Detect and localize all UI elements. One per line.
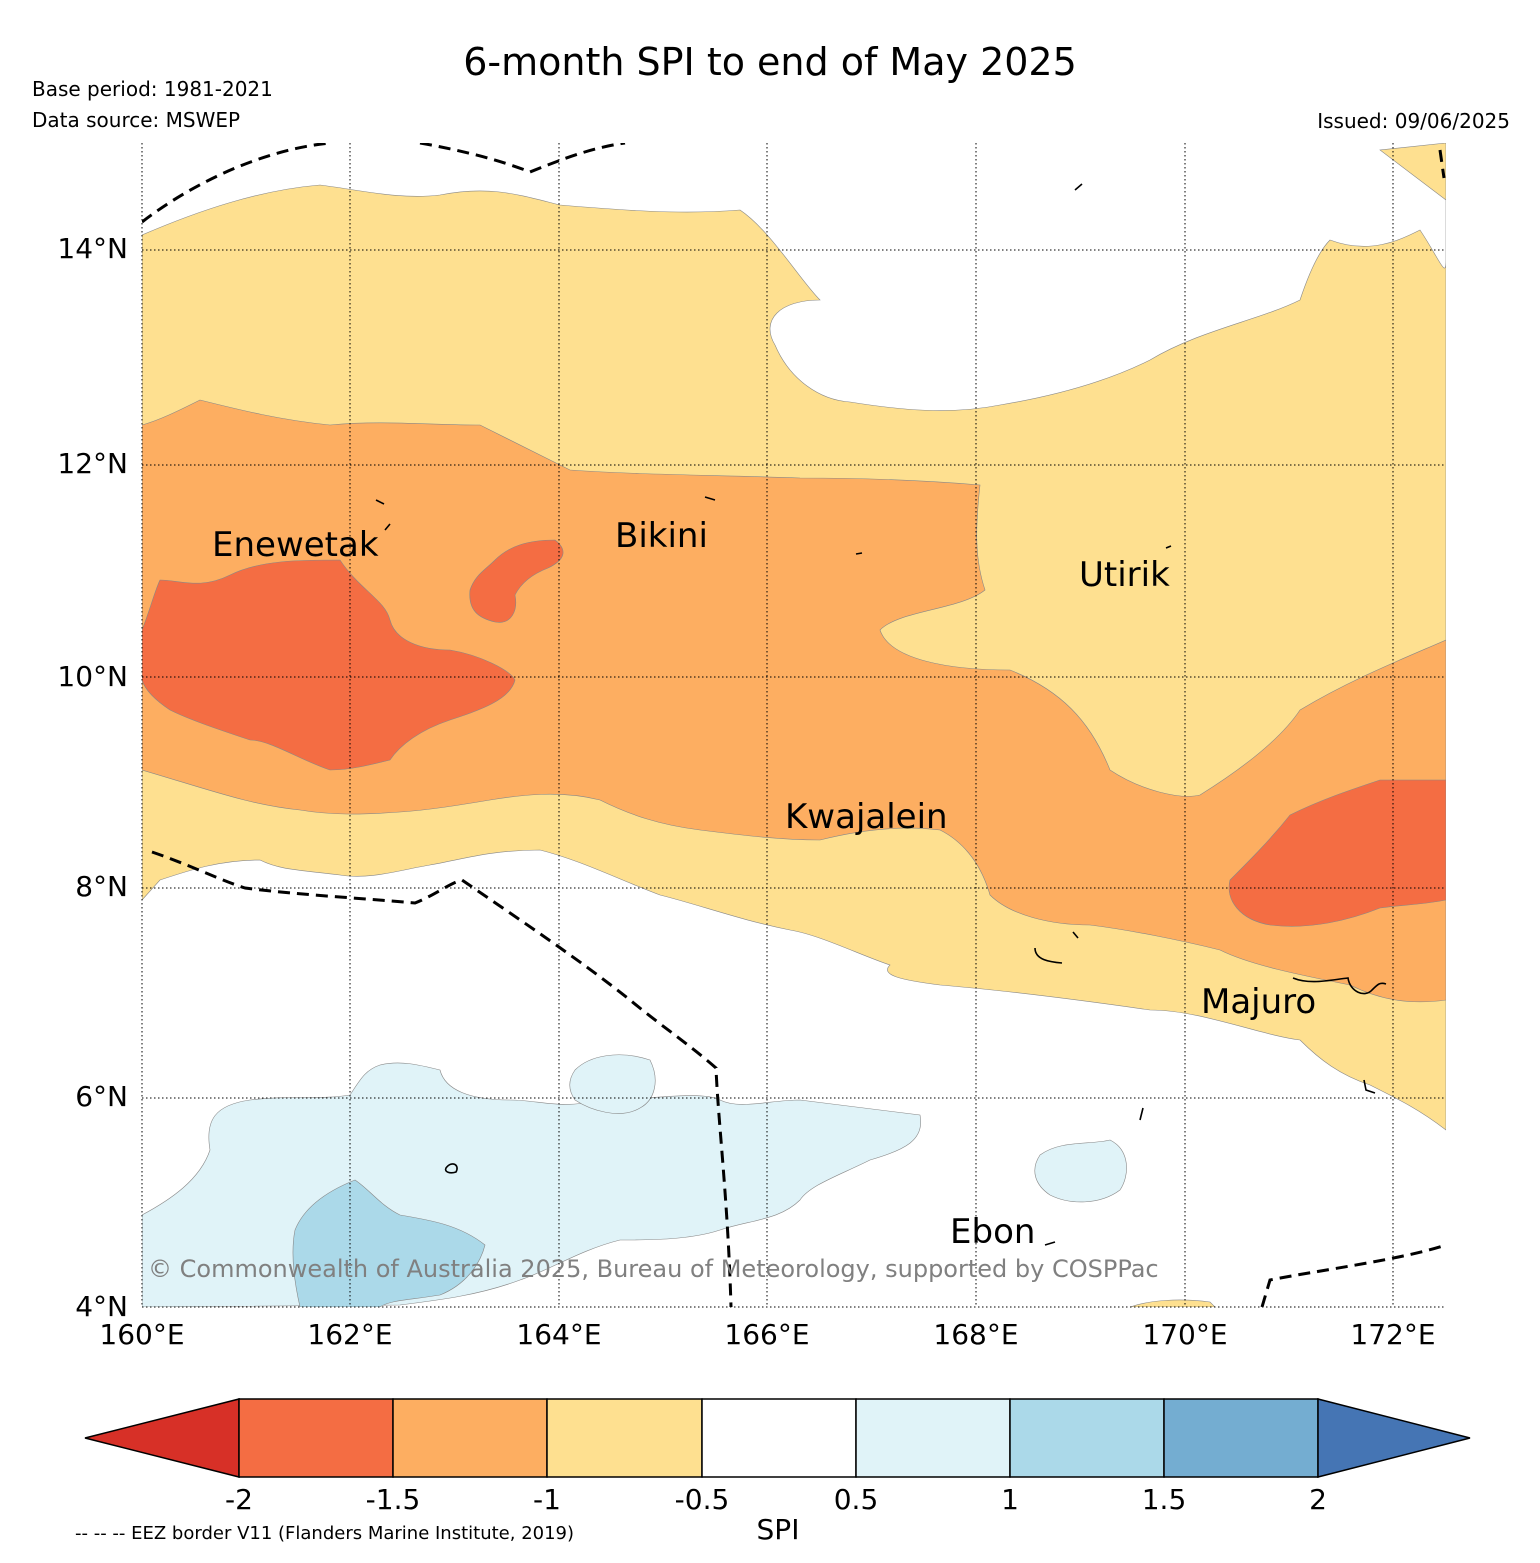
spi-field-lightblue-3	[1034, 1139, 1127, 1203]
lon-label-160e: 160°E	[99, 1318, 185, 1351]
lat-label-12n: 12°N	[57, 447, 128, 480]
lon-label-162e: 162°E	[307, 1318, 393, 1351]
lat-label-4n: 4°N	[75, 1290, 128, 1323]
lon-label-166e: 166°E	[724, 1318, 810, 1351]
map-title: 6-month SPI to end of May 2025	[463, 40, 1077, 84]
colorbar-tick: 2	[1309, 1483, 1327, 1516]
spi-field-yellow-small	[1129, 1299, 1216, 1307]
copyright-notice: © Commonwealth of Australia 2025, Bureau…	[148, 1255, 1159, 1283]
place-ebon: Ebon	[950, 1212, 1036, 1252]
spi-field-orange	[142, 399, 1446, 1003]
colorbar-tick: 0.5	[833, 1483, 879, 1516]
spi-field-lightblue-2	[569, 1054, 656, 1114]
base-period: Base period: 1981-2021	[32, 77, 273, 101]
spi-field-red-west	[142, 559, 516, 771]
spi-field-red-east	[1228, 779, 1446, 927]
data-source: Data source: MSWEP	[32, 108, 241, 132]
colorbar-tick: 1.5	[1141, 1483, 1187, 1516]
spi-field-red-bikini	[469, 539, 564, 623]
eez-legend-note: -- -- -- EEZ border V11 (Flanders Marine…	[75, 1523, 575, 1544]
colorbar-tick: -0.5	[674, 1483, 730, 1516]
place-enewetak: Enewetak	[212, 525, 379, 565]
place-majuro: Majuro	[1201, 982, 1317, 1022]
colorbar-label: SPI	[756, 1513, 800, 1546]
lon-label-168e: 168°E	[933, 1318, 1019, 1351]
lon-label-164e: 164°E	[516, 1318, 602, 1351]
issued-date: Issued: 09/06/2025	[1317, 109, 1510, 133]
lon-label-170e: 170°E	[1142, 1318, 1228, 1351]
gridlines	[141, 143, 1446, 1308]
place-kwajalein: Kwajalein	[785, 797, 948, 837]
eez-borders	[142, 143, 1446, 1307]
place-bikini: Bikini	[615, 516, 708, 556]
map-fields	[142, 143, 1446, 1307]
islands	[375, 183, 1387, 1246]
lat-label-10n: 10°N	[57, 660, 128, 693]
colorbar-tick: -1	[533, 1483, 561, 1516]
lat-label-14n: 14°N	[57, 232, 128, 265]
place-utirik: Utirik	[1079, 555, 1170, 595]
colorbar-tick: 1	[1001, 1483, 1019, 1516]
spi-field-blue	[292, 1179, 486, 1307]
lon-label-172e: 172°E	[1350, 1318, 1436, 1351]
lat-label-6n: 6°N	[75, 1080, 128, 1113]
colorbar-tick: -2	[225, 1483, 253, 1516]
colorbar-tick: -1.5	[365, 1483, 421, 1516]
lat-label-8n: 8°N	[75, 870, 128, 903]
